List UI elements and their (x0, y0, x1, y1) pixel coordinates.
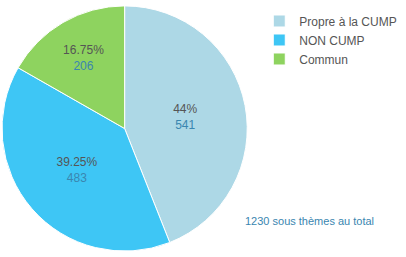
svg-text:1230 sous thèmes au total: 1230 sous thèmes au total (245, 215, 374, 227)
svg-text:39.25%483: 39.25%483 (56, 155, 97, 185)
svg-text:Propre à la CUMP: Propre à la CUMP (299, 15, 396, 29)
svg-text:44%541: 44%541 (173, 102, 197, 132)
svg-text:Commun: Commun (299, 53, 348, 67)
svg-text:NON CUMP: NON CUMP (299, 34, 364, 48)
svg-text:16.75%206: 16.75%206 (63, 43, 104, 73)
